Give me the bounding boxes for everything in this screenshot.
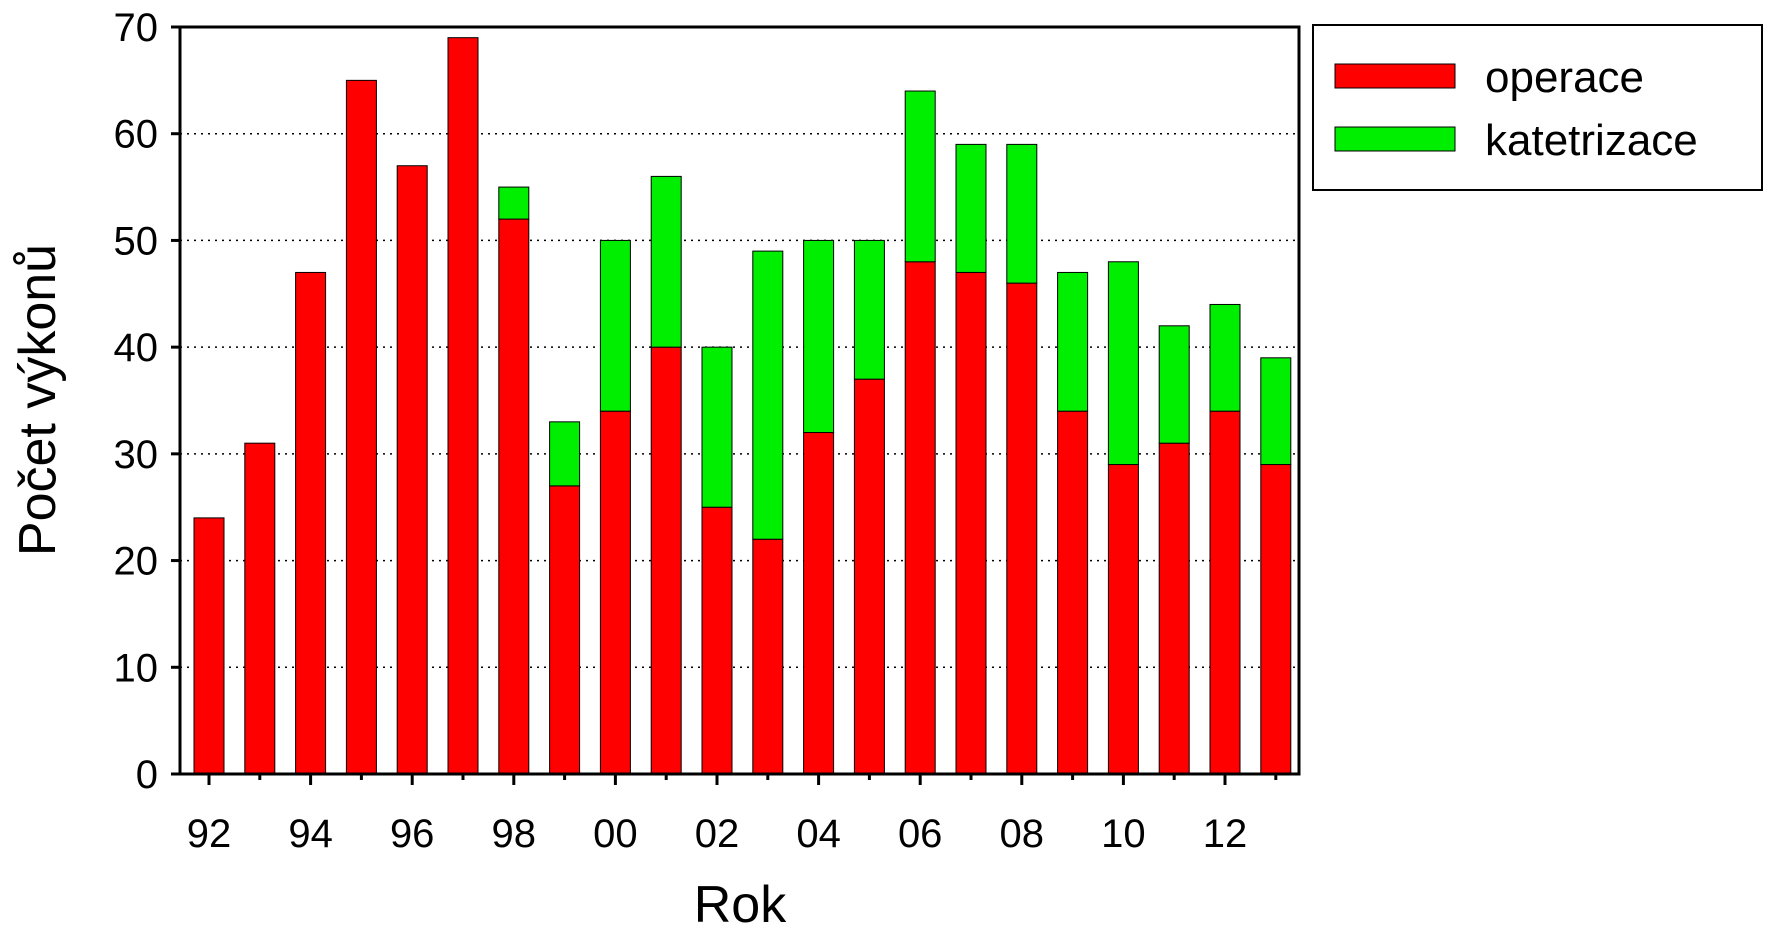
bar-katetrizace-04 (803, 239, 835, 434)
bar-operace-04 (803, 432, 835, 775)
bar-katetrizace-07 (955, 143, 987, 273)
y-axis: 0 10 20 30 40 50 60 70 (114, 6, 180, 797)
bar-operace-05 (853, 378, 885, 775)
bar-operace-01 (650, 346, 682, 775)
bar-katetrizace-12 (1209, 303, 1241, 412)
y-tick-label: 40 (114, 326, 159, 370)
x-tick-label: 04 (796, 812, 841, 856)
x-tick-label: 06 (898, 812, 943, 856)
y-tick-label: 70 (114, 6, 159, 50)
y-tick-label: 50 (114, 219, 159, 263)
bar-operace-93 (244, 442, 276, 775)
bar-katetrizace-06 (904, 90, 936, 263)
bars (193, 37, 1292, 775)
plot-frame (178, 25, 1301, 776)
bar-katetrizace-00 (599, 239, 631, 412)
bar-operace-03 (752, 538, 784, 775)
bar-operace-11 (1158, 442, 1190, 775)
legend-box (1312, 24, 1763, 191)
bar-katetrizace-05 (853, 239, 885, 380)
bar-katetrizace-02 (701, 346, 733, 508)
bar-operace-92 (193, 517, 225, 775)
bar-katetrizace-99 (549, 421, 581, 487)
legend-label-operace: operace (1485, 53, 1644, 102)
x-tick-label: 00 (593, 812, 638, 856)
bar-operace-95 (345, 79, 377, 775)
bar-katetrizace-03 (752, 250, 784, 540)
legend: operace katetrizace (1312, 24, 1763, 191)
bar-katetrizace-11 (1158, 325, 1190, 444)
legend-swatch-operace (1334, 63, 1456, 89)
x-tick-label: 02 (695, 812, 740, 856)
bar-operace-00 (599, 410, 631, 775)
bar-operace-07 (955, 271, 987, 775)
bar-katetrizace-01 (650, 175, 682, 348)
x-tick-label: 96 (390, 812, 435, 856)
x-tick-label: 94 (288, 812, 333, 856)
y-tick-label: 30 (114, 433, 159, 477)
y-tick-label: 0 (136, 753, 158, 797)
bar-operace-02 (701, 506, 733, 775)
bar-operace-96 (396, 165, 428, 775)
legend-swatch-katetrizace (1334, 126, 1456, 152)
x-tick-label: 92 (187, 812, 232, 856)
bar-operace-12 (1209, 410, 1241, 775)
bar-katetrizace-09 (1057, 271, 1089, 412)
y-tick-label: 20 (114, 540, 159, 584)
x-tick-label: 10 (1101, 812, 1146, 856)
bar-operace-10 (1107, 464, 1139, 775)
y-tick-label: 10 (114, 646, 159, 690)
y-tick-label: 60 (114, 113, 159, 157)
bar-operace-08 (1006, 282, 1038, 775)
bar-katetrizace-10 (1107, 261, 1139, 466)
bar-operace-97 (447, 37, 479, 775)
bar-katetrizace-13 (1260, 357, 1292, 466)
y-axis-title: Počet výkonů (9, 244, 67, 556)
bar-operace-06 (904, 261, 936, 775)
bar-operace-13 (1260, 464, 1292, 775)
x-tick-label: 12 (1203, 812, 1248, 856)
bar-operace-99 (549, 485, 581, 775)
legend-label-katetrizace: katetrizace (1485, 116, 1698, 165)
bar-katetrizace-98 (498, 186, 530, 220)
x-axis-title: Rok (694, 876, 787, 934)
x-tick-label: 08 (1000, 812, 1045, 856)
bar-operace-98 (498, 218, 530, 775)
bar-operace-09 (1057, 410, 1089, 775)
x-tick-label: 98 (492, 812, 537, 856)
x-axis: 92 94 96 98 00 02 04 06 08 10 12 (187, 774, 1278, 856)
bar-katetrizace-08 (1006, 143, 1038, 284)
bar-operace-94 (295, 271, 327, 775)
